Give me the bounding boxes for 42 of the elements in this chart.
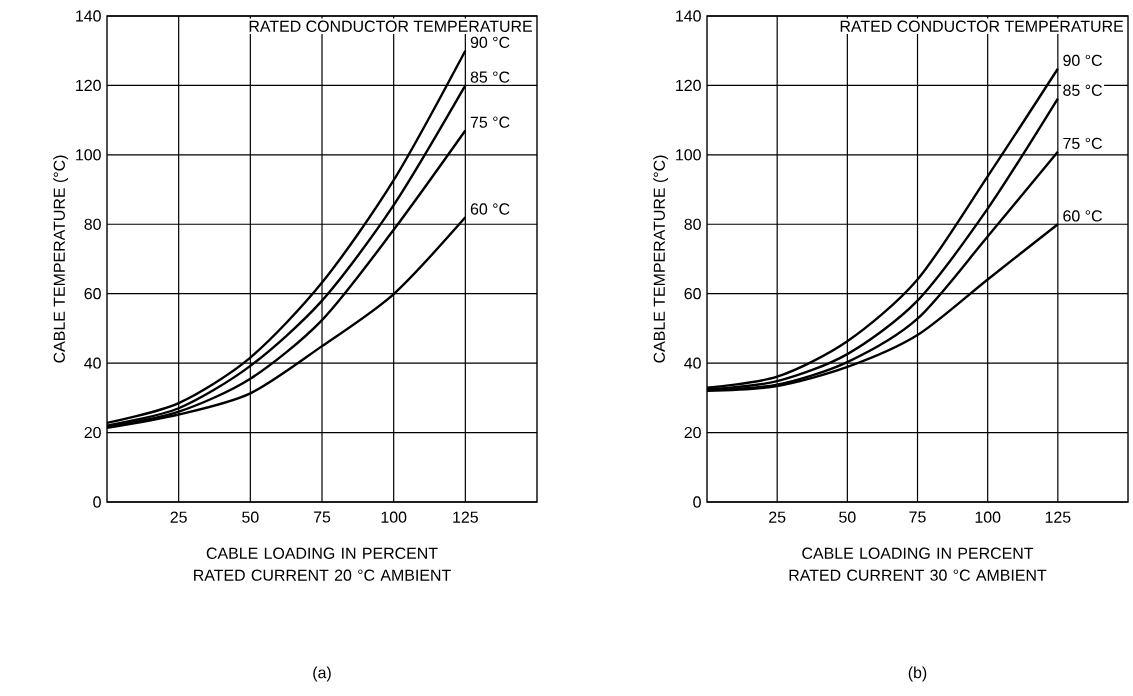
text: (a)	[313, 666, 331, 682]
y-tick-label: 20	[684, 426, 701, 439]
legend-title: RATED CONDUCTOR TEMPERATURE	[249, 20, 532, 32]
series-label: 60 °C	[470, 203, 510, 215]
y-tick-label: 40	[684, 357, 701, 369]
y-tick-label: 40	[84, 357, 101, 369]
series-label: 90 °C	[470, 36, 510, 48]
y-tick-label: 100	[676, 149, 701, 161]
y-tick-label: 0	[693, 496, 701, 508]
x-tick-label: 25	[170, 511, 187, 523]
x-tick-label: 75	[909, 511, 926, 523]
y-tick-label: 60	[84, 288, 101, 300]
legend-title: RATED CONDUCTOR TEMPERATURE	[840, 20, 1124, 32]
x-tick-label: 100	[975, 511, 1001, 523]
x-axis-title: CABLE LOADING IN PERCENT RATED CURRENT 30 °C AMBIENT	[789, 547, 1047, 581]
y-tick-label: 60	[684, 288, 701, 300]
series-label: 85 °C	[1063, 84, 1102, 96]
series-label: 60 °C	[1063, 210, 1102, 222]
text: (b)	[908, 666, 927, 682]
x-tick-label: 50	[839, 511, 856, 523]
series-label: 75 °C	[470, 116, 510, 128]
x-axis-title: CABLE LOADING IN PERCENT RATED CURRENT 20 °C AMBIENT	[194, 547, 451, 581]
y-tick-label: 80	[684, 218, 701, 230]
y-tick-label: 140	[676, 10, 701, 22]
series-label: 90 °C	[1063, 54, 1102, 67]
y-axis-title: CABLE TEMPERATURE (°C)	[53, 155, 69, 363]
x-tick-label: 125	[453, 511, 478, 523]
x-tick-label: 50	[242, 511, 259, 523]
y-tick-label: 80	[84, 218, 101, 230]
x-tick-label: 125	[1045, 511, 1071, 523]
y-tick-label: 140	[76, 10, 101, 22]
y-axis-title: CABLE TEMPERATURE (°C)	[653, 155, 669, 363]
series-label: 75 °C	[1063, 137, 1102, 150]
series-label: 85 °C	[470, 71, 510, 83]
x-tick-label: 75	[313, 511, 331, 523]
x-tick-label: 25	[769, 511, 786, 523]
y-tick-label: 20	[84, 426, 101, 439]
x-tick-label: 100	[381, 511, 407, 523]
y-tick-label: 120	[76, 79, 101, 92]
y-tick-label: 0	[93, 496, 101, 508]
y-tick-label: 120	[676, 79, 701, 92]
y-tick-label: 100	[76, 149, 101, 161]
